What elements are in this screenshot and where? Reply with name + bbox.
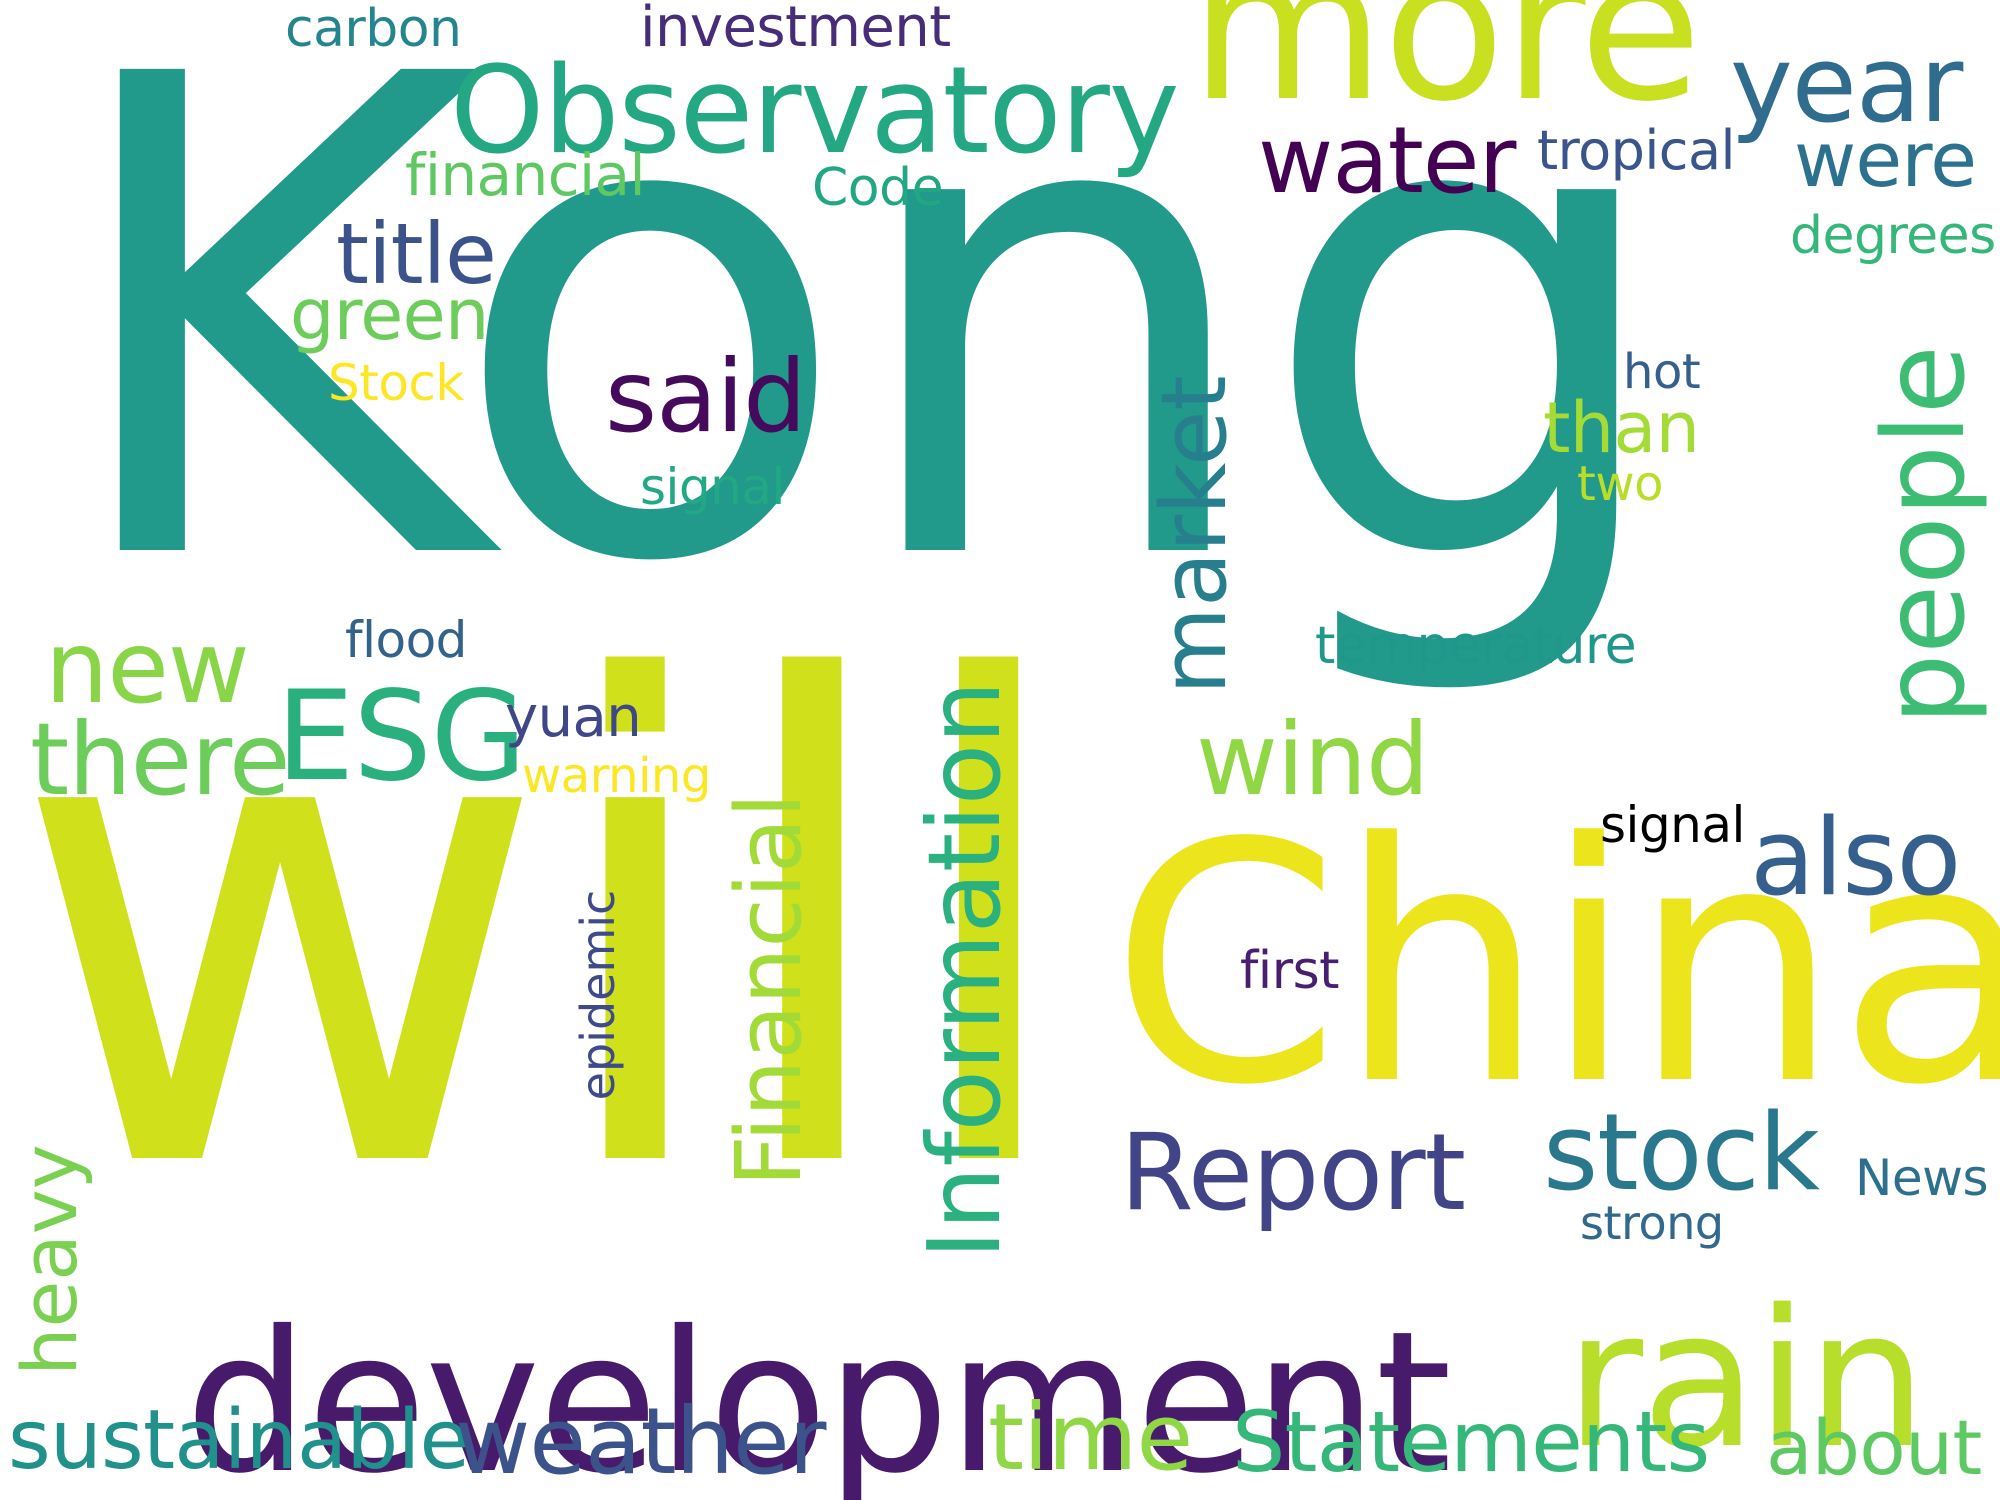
word-statements: Statements [1232, 1393, 1710, 1491]
word-epidemic: epidemic [571, 889, 625, 1101]
word-title: title [336, 205, 497, 303]
word-also: also [1750, 796, 1961, 919]
word-strong: strong [1580, 1196, 1724, 1250]
word-stock: stock [1543, 1091, 1820, 1214]
word-kong: Kong [55, 0, 1676, 706]
word-hot: hot [1623, 344, 1701, 400]
word-tropical: tropical [1537, 119, 1736, 182]
word-carbon: carbon [285, 0, 462, 59]
word-rain: rain [1565, 1269, 1927, 1490]
word-financial: financial [405, 141, 646, 209]
word-more: more [1190, 0, 1702, 146]
word-there: there [30, 701, 291, 818]
word-degrees: degrees [1790, 206, 1996, 266]
word-investment: investment [640, 0, 951, 60]
word-will: will [10, 545, 1080, 1314]
word-green: green [290, 274, 489, 356]
word-code: Code [812, 158, 944, 218]
word-new: new [45, 609, 250, 726]
word-first: first [1240, 941, 1340, 1001]
word-stock-cap: Stock [328, 354, 464, 412]
word-observatory: Observatory [450, 42, 1180, 181]
word-information: Information [906, 680, 1023, 1260]
word-china: China [1110, 773, 2000, 1157]
word-market: market [1142, 375, 1247, 695]
word-sustainable: sustainable [8, 1393, 470, 1488]
word-report: Report [1120, 1111, 1466, 1234]
word-development: development [185, 1289, 1452, 1500]
word-were: were [1794, 115, 1977, 204]
word-heavy: heavy [5, 1144, 94, 1376]
word-year: year [1730, 23, 1963, 146]
word-than: than [1543, 387, 1700, 469]
word-esg: ESG [276, 665, 527, 809]
word-said: said [605, 338, 807, 455]
word-time: time [988, 1384, 1193, 1491]
word-signal: signal [640, 458, 785, 516]
word-2020: signal [1600, 796, 1745, 854]
word-financial-cap: Financial [717, 792, 822, 1188]
word-yuan: yuan [505, 685, 642, 750]
word-two: two [1577, 456, 1664, 512]
word-about: about [1766, 1403, 1982, 1492]
word-flood: flood [345, 611, 467, 669]
word-people: people [1860, 345, 1990, 725]
word-news: News [1855, 1149, 1989, 1207]
word-water: water [1258, 107, 1516, 214]
word-wind: wind [1196, 701, 1429, 818]
word-weather: weather [455, 1388, 827, 1495]
word-warning: warning [522, 748, 711, 804]
word-temperature: temperature [1315, 616, 1637, 676]
